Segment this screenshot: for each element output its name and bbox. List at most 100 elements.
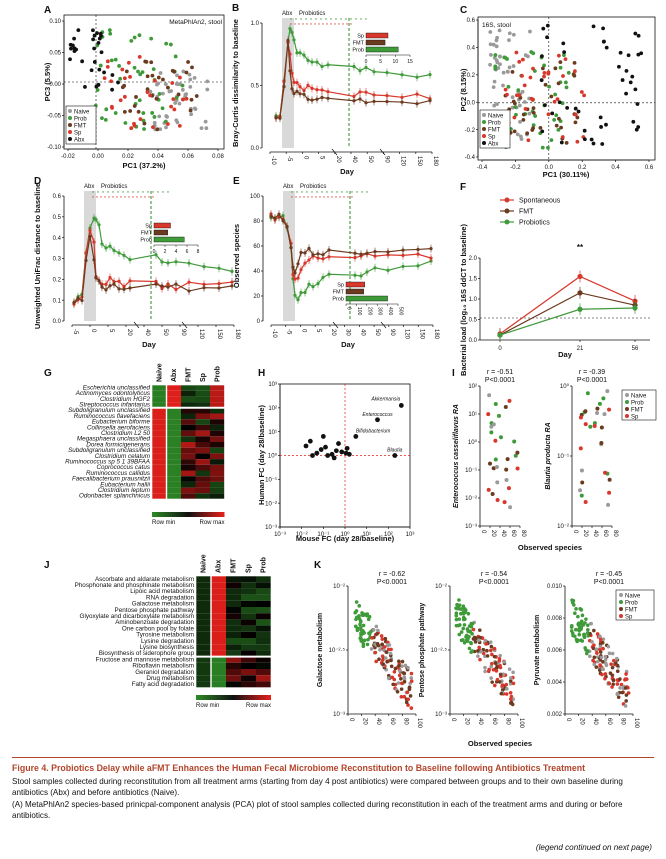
data-point bbox=[457, 603, 462, 607]
data-point bbox=[545, 23, 550, 28]
heatmap-cell bbox=[211, 638, 226, 645]
data-point bbox=[110, 73, 115, 77]
heatmap-cell bbox=[181, 447, 196, 454]
data-point bbox=[128, 74, 132, 79]
data-point bbox=[285, 224, 289, 229]
heatmap-row-label: Glyoxylate and dicarboxylate metabolism bbox=[80, 613, 194, 620]
data-point bbox=[400, 664, 404, 668]
x-tick-label: 80 bbox=[402, 718, 408, 725]
legend-label: Naive bbox=[488, 113, 504, 119]
data-point bbox=[582, 93, 586, 98]
data-point bbox=[104, 282, 108, 287]
inset-bar bbox=[153, 222, 171, 229]
heatmap-cell bbox=[196, 613, 211, 620]
star: * bbox=[315, 18, 317, 24]
data-point bbox=[505, 92, 509, 97]
data-point bbox=[580, 639, 585, 643]
heatmap-cell bbox=[226, 625, 241, 632]
heatmap-cell bbox=[166, 419, 181, 425]
data-point bbox=[68, 57, 72, 62]
data-point bbox=[296, 262, 300, 266]
panel-letter: G bbox=[44, 368, 52, 379]
heatmap-cell bbox=[152, 385, 167, 391]
color-scale-max: Row max bbox=[199, 520, 224, 526]
data-point bbox=[137, 33, 142, 38]
point-label: Bifidobacterium bbox=[356, 428, 390, 434]
data-point bbox=[562, 53, 566, 58]
heatmap-row-label: Clostridium leptum bbox=[98, 487, 150, 494]
star: * bbox=[92, 191, 94, 197]
data-point bbox=[608, 671, 613, 675]
heatmap-cell bbox=[166, 481, 181, 488]
y-tick-label: 0.3 bbox=[53, 257, 62, 263]
heatmap-cell bbox=[181, 419, 196, 425]
heatmap-cell bbox=[152, 413, 167, 420]
heatmap-row-label: Aminobenzoate degradation bbox=[115, 619, 194, 626]
data-point bbox=[397, 673, 402, 678]
data-point bbox=[585, 623, 590, 628]
heatmap-cell bbox=[152, 493, 167, 499]
star: * bbox=[319, 196, 321, 202]
heatmap-cell bbox=[226, 594, 241, 601]
data-point bbox=[628, 80, 633, 85]
star: * bbox=[323, 196, 325, 202]
data-point bbox=[104, 246, 108, 250]
data-point bbox=[521, 112, 526, 117]
data-point bbox=[97, 279, 101, 283]
heatmap-row-label: Biosynthesis of siderophore group bbox=[99, 650, 195, 657]
data-point bbox=[549, 138, 554, 143]
heatmap-row-label: Faecalibacterium prausnitzii bbox=[72, 476, 151, 483]
data-point bbox=[230, 284, 234, 288]
data-point bbox=[582, 632, 586, 637]
y-axis-title: Unweighted UniFrac distance to baseline bbox=[33, 183, 42, 329]
heatmap-cell bbox=[211, 669, 226, 676]
x-tick-label: -5 bbox=[286, 156, 292, 162]
heatmap-cell bbox=[256, 594, 271, 601]
star: * bbox=[327, 196, 329, 202]
data-point bbox=[603, 657, 608, 662]
data-point bbox=[494, 464, 499, 469]
star: * bbox=[127, 191, 129, 197]
data-point bbox=[415, 92, 419, 96]
star: * bbox=[167, 191, 169, 197]
data-point bbox=[578, 415, 583, 420]
heatmap-cell bbox=[226, 613, 241, 620]
heatmap-cell bbox=[152, 476, 167, 482]
data-point bbox=[428, 73, 432, 77]
panel-letter: A bbox=[44, 5, 51, 16]
data-point bbox=[409, 676, 414, 680]
data-point bbox=[118, 76, 123, 81]
heatmap-cell bbox=[196, 619, 211, 626]
inset-tick-label: 0 bbox=[346, 307, 352, 310]
x-tick-label: 56 bbox=[632, 346, 639, 352]
data-point bbox=[302, 92, 306, 96]
data-point bbox=[373, 266, 377, 270]
data-point bbox=[160, 260, 164, 264]
data-point bbox=[624, 693, 629, 697]
data-point bbox=[591, 24, 596, 29]
data-point bbox=[623, 677, 628, 681]
data-point bbox=[122, 76, 127, 81]
data-point bbox=[92, 33, 97, 38]
data-point bbox=[145, 74, 150, 79]
data-point bbox=[177, 101, 182, 106]
data-point bbox=[392, 669, 397, 674]
heatmap-cell bbox=[181, 407, 196, 414]
data-point bbox=[476, 649, 480, 653]
data-point bbox=[386, 673, 391, 678]
data-point bbox=[493, 66, 498, 71]
star: * bbox=[365, 18, 367, 24]
x-tick-label: -0.4 bbox=[477, 165, 488, 171]
heatmap-cell bbox=[256, 681, 271, 688]
data-point bbox=[560, 101, 565, 106]
y-tick-label: 0.05 bbox=[49, 51, 61, 57]
star: * bbox=[104, 196, 106, 202]
abx-label: Abx bbox=[84, 184, 94, 190]
data-point bbox=[293, 277, 297, 281]
data-point bbox=[302, 53, 306, 57]
data-point bbox=[600, 672, 604, 677]
data-point bbox=[471, 627, 476, 632]
data-point bbox=[205, 87, 210, 92]
heatmap-cell bbox=[241, 594, 256, 601]
